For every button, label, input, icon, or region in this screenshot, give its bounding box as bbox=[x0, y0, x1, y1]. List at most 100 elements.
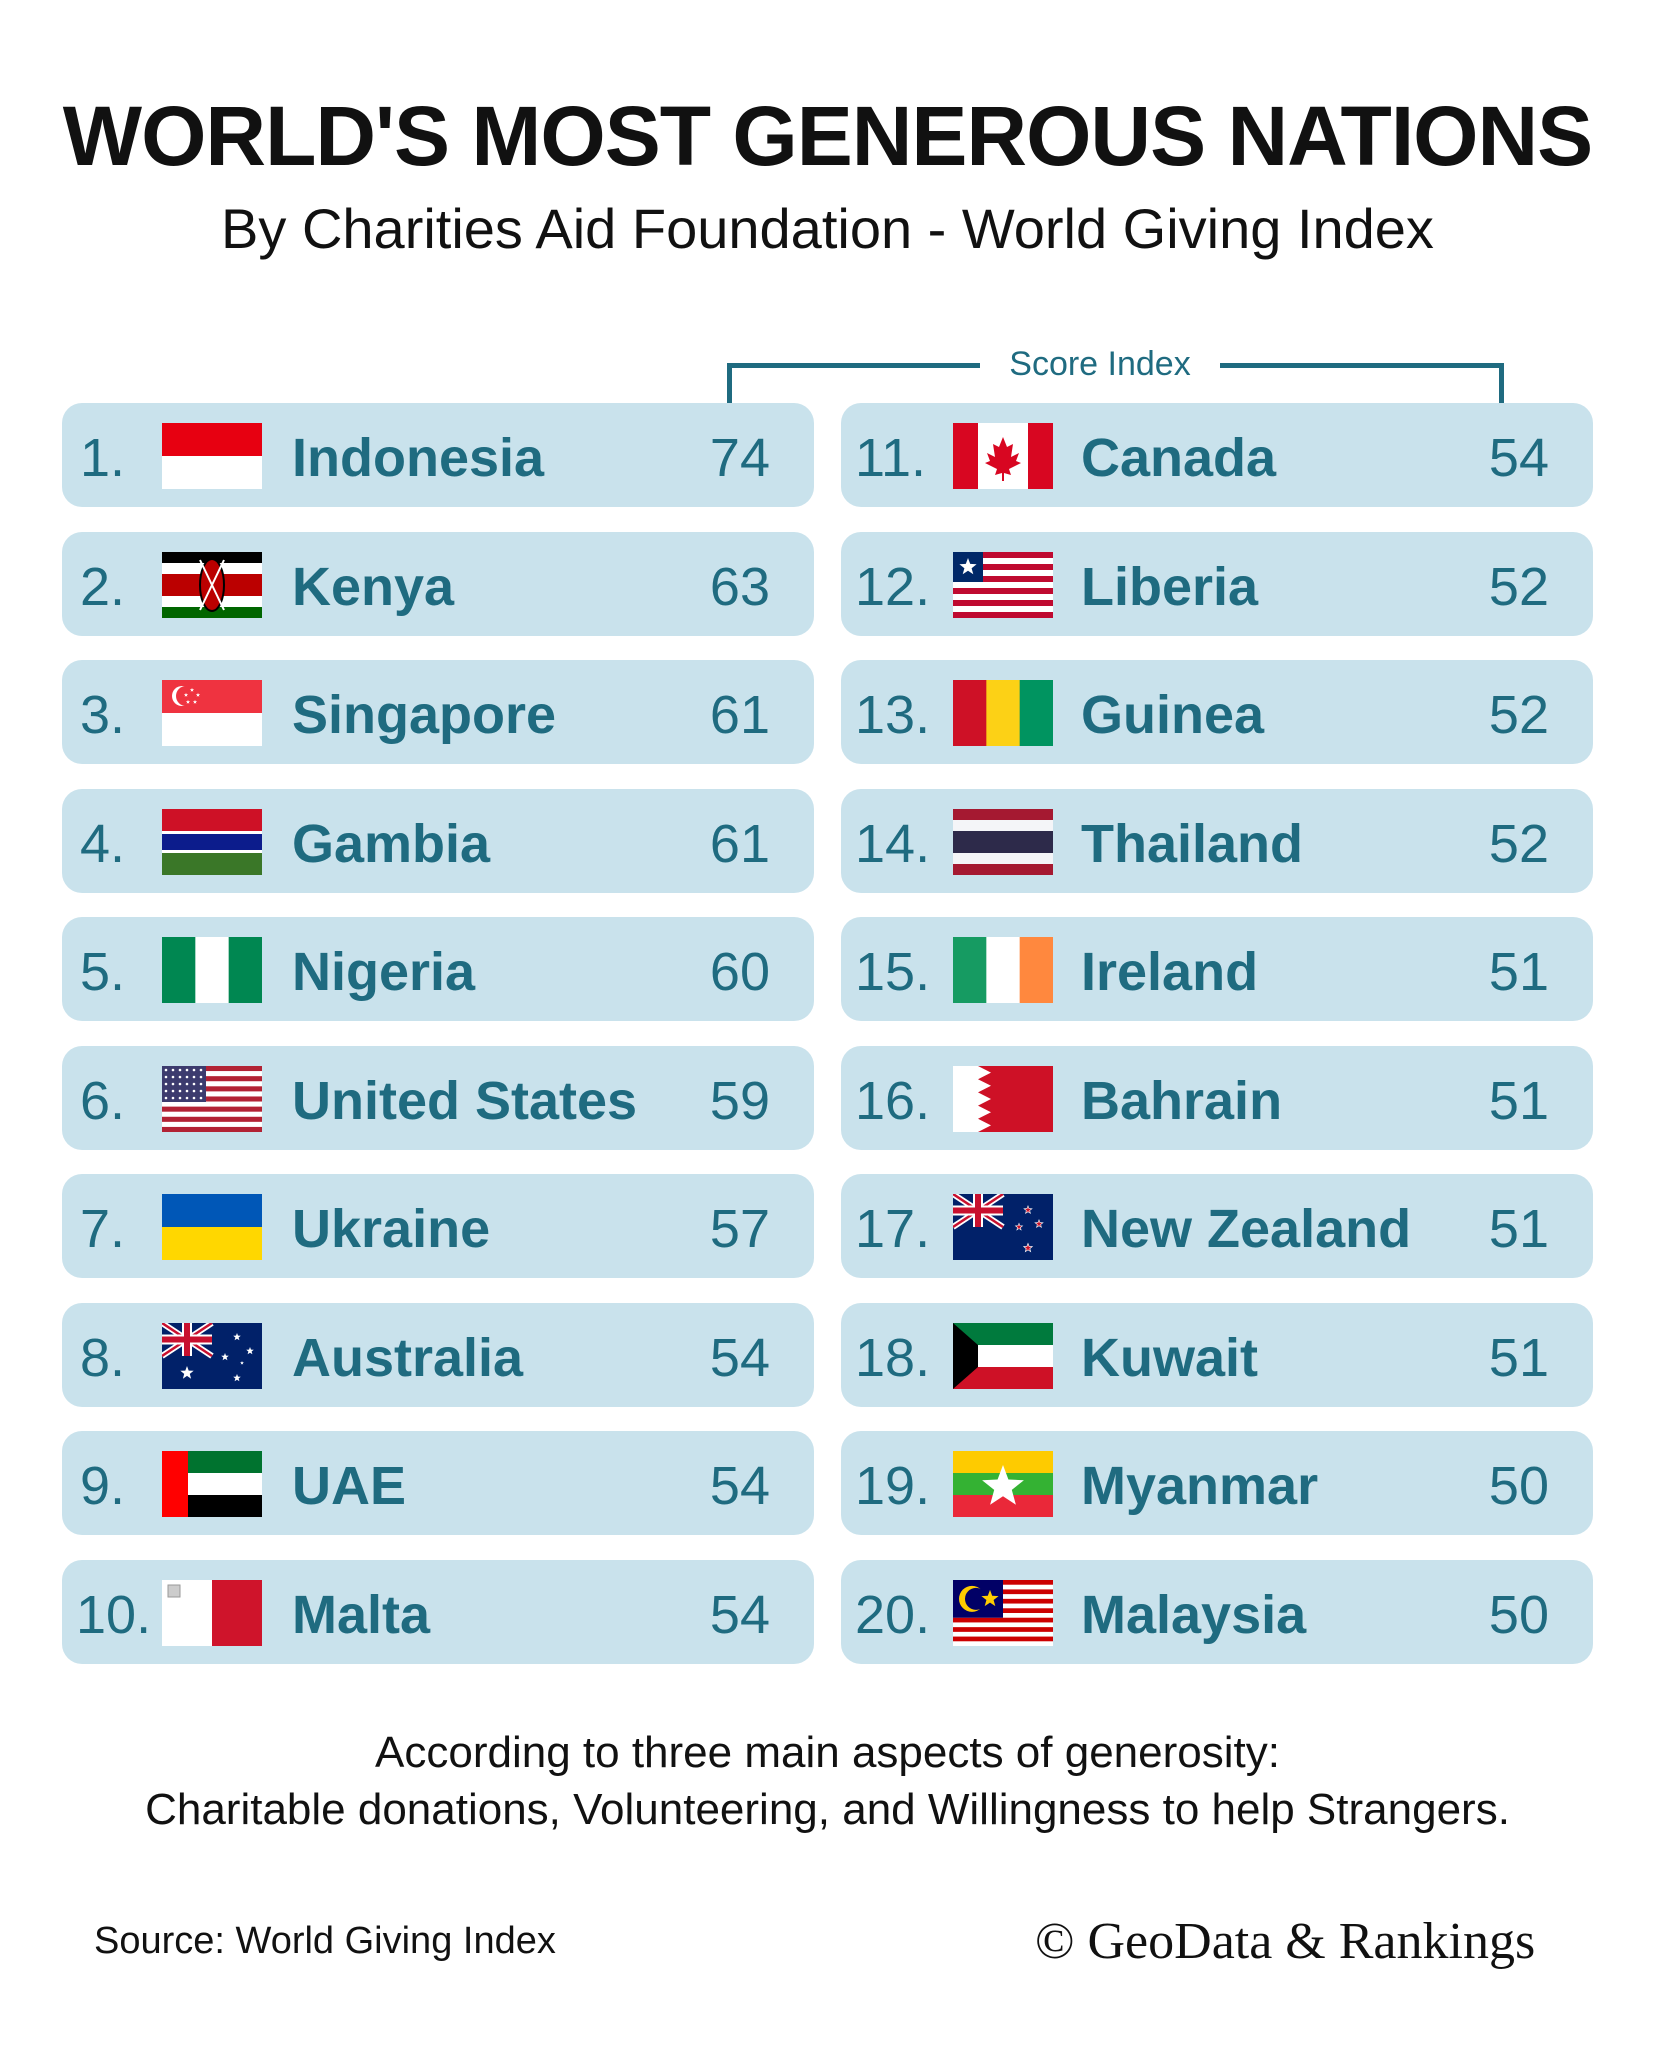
guinea-flag-icon bbox=[953, 680, 1053, 746]
bahrain-flag-icon bbox=[953, 1065, 1053, 1132]
score-index-label: Score Index bbox=[980, 345, 1220, 384]
country-name: Canada bbox=[1081, 428, 1277, 488]
australia-flag-icon bbox=[162, 1322, 262, 1389]
score-value: 50 bbox=[1488, 1456, 1549, 1516]
rank-number: 13. bbox=[855, 685, 931, 745]
ranking-card: 5. Nigeria 60 bbox=[62, 917, 814, 1021]
country-name: Singapore bbox=[292, 685, 557, 745]
country-name: Indonesia bbox=[292, 428, 545, 488]
score-value: 59 bbox=[709, 1070, 770, 1131]
score-value: 54 bbox=[709, 1584, 770, 1645]
score-value: 51 bbox=[1488, 1199, 1549, 1259]
rank-number: 20. bbox=[855, 1584, 931, 1645]
country-name: Bahrain bbox=[1081, 1070, 1283, 1131]
rank-number: 3. bbox=[80, 685, 126, 745]
score-value: 57 bbox=[709, 1199, 770, 1259]
canada-flag-icon bbox=[953, 423, 1053, 489]
gambia-flag-icon bbox=[162, 808, 262, 875]
rank-number: 7. bbox=[80, 1199, 126, 1259]
page-title: WORLD'S MOST GENEROUS NATIONS bbox=[62, 89, 1593, 183]
rank-number: 12. bbox=[855, 556, 931, 617]
ranking-card: 3. Singapore 61 bbox=[62, 660, 814, 764]
liberia-flag-icon bbox=[953, 551, 1053, 618]
rank-number: 8. bbox=[80, 1327, 126, 1388]
ireland-flag-icon bbox=[953, 937, 1053, 1003]
credit-text: © GeoData & Rankings bbox=[1035, 1913, 1536, 1970]
score-value: 50 bbox=[1488, 1584, 1549, 1645]
rank-number: 14. bbox=[855, 813, 931, 874]
country-name: Thailand bbox=[1081, 813, 1304, 874]
score-value: 51 bbox=[1488, 942, 1549, 1002]
score-bracket-right-horizontal bbox=[1218, 363, 1504, 368]
country-name: Guinea bbox=[1081, 685, 1265, 745]
score-value: 54 bbox=[709, 1327, 770, 1388]
country-name: United States bbox=[292, 1070, 638, 1131]
new-zealand-flag-icon bbox=[953, 1194, 1053, 1260]
rank-number: 9. bbox=[80, 1456, 126, 1516]
kenya-flag-icon bbox=[162, 551, 262, 618]
country-name: Kuwait bbox=[1081, 1327, 1259, 1388]
ranking-card: 1. Indonesia 74 bbox=[62, 403, 814, 507]
malaysia-flag-icon bbox=[953, 1579, 1053, 1646]
rank-number: 15. bbox=[855, 942, 931, 1002]
page-subtitle: By Charities Aid Foundation - World Givi… bbox=[221, 197, 1434, 260]
ukraine-flag-icon bbox=[162, 1194, 262, 1260]
score-value: 54 bbox=[1488, 428, 1549, 488]
rank-number: 18. bbox=[855, 1327, 931, 1388]
country-name: Australia bbox=[292, 1327, 524, 1388]
country-name: Nigeria bbox=[292, 942, 476, 1002]
ranking-card: 14. Thailand 52 bbox=[841, 788, 1593, 893]
ranking-card: 8. Australia 54 bbox=[62, 1302, 814, 1407]
ranking-card: 19. Myanmar 50 bbox=[841, 1431, 1593, 1535]
source-text: Source: World Giving Index bbox=[94, 1920, 556, 1962]
country-name: Myanmar bbox=[1081, 1456, 1319, 1516]
score-bracket-right-vertical bbox=[1499, 367, 1504, 403]
nigeria-flag-icon bbox=[162, 937, 262, 1003]
thailand-flag-icon bbox=[953, 808, 1053, 875]
ranking-card: 16. Bahrain 51 bbox=[841, 1045, 1593, 1150]
score-value: 60 bbox=[709, 942, 770, 1002]
score-value: 74 bbox=[709, 428, 770, 488]
country-name: UAE bbox=[292, 1456, 407, 1516]
ranking-card: 12. Liberia 52 bbox=[841, 531, 1593, 636]
score-value: 51 bbox=[1488, 1070, 1549, 1131]
country-name: Malaysia bbox=[1081, 1584, 1307, 1645]
ranking-card: 6. United States 59 bbox=[62, 1045, 814, 1150]
country-name: Kenya bbox=[292, 556, 455, 617]
ranking-card: 20. Malaysia 50 bbox=[841, 1559, 1593, 1664]
rank-number: 4. bbox=[80, 813, 126, 874]
ranking-card: 15. Ireland 51 bbox=[841, 917, 1593, 1021]
score-value: 54 bbox=[709, 1456, 770, 1516]
ranking-card: 10. Malta 54 bbox=[62, 1559, 814, 1664]
rank-number: 6. bbox=[80, 1070, 126, 1131]
country-name: Malta bbox=[292, 1584, 431, 1645]
score-value: 52 bbox=[1488, 813, 1549, 874]
rank-number: 10. bbox=[76, 1584, 152, 1645]
country-name: Gambia bbox=[292, 813, 491, 874]
united-states-flag-icon bbox=[162, 1065, 262, 1132]
ranking-card: 13. Guinea 52 bbox=[841, 660, 1593, 764]
ranking-card: 9. UAE 54 bbox=[62, 1431, 814, 1535]
country-name: Ukraine bbox=[292, 1199, 491, 1259]
kuwait-flag-icon bbox=[953, 1322, 1053, 1389]
rank-number: 19. bbox=[855, 1456, 931, 1516]
rank-number: 1. bbox=[80, 428, 126, 488]
rank-number: 5. bbox=[80, 942, 126, 1002]
score-bracket-left-vertical bbox=[727, 367, 732, 403]
ranking-card: 2. Kenya 63 bbox=[62, 531, 814, 636]
ranking-card: 7. Ukraine 57 bbox=[62, 1174, 814, 1278]
ranking-card: 17. New Zealand 51 bbox=[841, 1174, 1593, 1278]
rank-number: 17. bbox=[855, 1199, 931, 1259]
note-line-1: According to three main aspects of gener… bbox=[375, 1728, 1280, 1777]
note-line-2: Charitable donations, Volunteering, and … bbox=[145, 1785, 1510, 1834]
indonesia-flag-icon bbox=[162, 423, 262, 489]
country-name: New Zealand bbox=[1081, 1199, 1412, 1259]
rank-number: 11. bbox=[855, 428, 927, 488]
ranking-card: 4. Gambia 61 bbox=[62, 788, 814, 893]
country-name: Liberia bbox=[1081, 556, 1259, 617]
rank-number: 2. bbox=[80, 556, 126, 617]
ranking-card: 11. Canada 54 bbox=[841, 403, 1593, 507]
score-value: 61 bbox=[709, 813, 770, 874]
rank-number: 16. bbox=[855, 1070, 931, 1131]
myanmar-flag-icon bbox=[953, 1451, 1053, 1517]
